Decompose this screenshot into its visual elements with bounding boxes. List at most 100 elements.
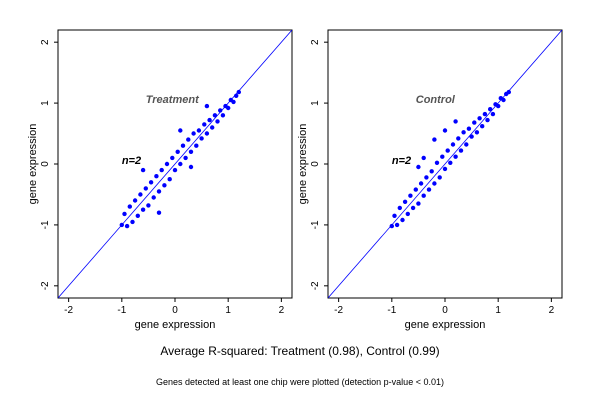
data-point (212, 113, 218, 118)
identity-line (328, 30, 562, 298)
data-point (140, 167, 146, 173)
data-point (440, 154, 445, 159)
sample-size-annotation: n=2 (392, 155, 411, 167)
data-point (204, 103, 210, 109)
data-point (472, 120, 477, 125)
x-tick-label: 1 (225, 305, 231, 316)
panel-title-annotation: Control (416, 94, 456, 106)
data-point (416, 201, 421, 206)
panel-title-annotation: Treatment (146, 94, 200, 106)
data-point (474, 130, 480, 135)
data-point (432, 181, 437, 186)
data-point (432, 137, 437, 142)
data-point (453, 119, 458, 124)
data-point (130, 219, 135, 225)
point-cloud (119, 89, 241, 229)
x-tick-label: 1 (495, 305, 501, 316)
data-point (148, 180, 154, 185)
x-tick-label: 2 (279, 305, 285, 316)
data-point (191, 131, 196, 136)
data-point (140, 207, 146, 212)
data-point (496, 103, 501, 109)
data-point (138, 192, 143, 197)
data-point (159, 167, 164, 173)
data-point (408, 193, 413, 198)
data-point (482, 111, 488, 117)
identity-line (58, 30, 292, 298)
data-point (127, 204, 132, 209)
y-tick-label: -1 (40, 220, 51, 229)
data-point (164, 161, 170, 167)
data-point (413, 187, 418, 192)
data-point (490, 111, 496, 117)
x-tick-label: -1 (117, 305, 126, 316)
data-point (236, 89, 241, 95)
x-axis-label: gene expression (405, 319, 486, 331)
y-tick-label: -2 (310, 281, 321, 290)
data-point (445, 148, 450, 153)
data-point (196, 128, 202, 133)
data-point (220, 113, 226, 118)
y-tick-label: -1 (310, 220, 321, 229)
data-point (400, 217, 405, 223)
data-point (429, 169, 434, 174)
data-point (448, 160, 453, 165)
data-point (405, 211, 410, 217)
scatter-panel-treatment: -2 -1 0 1 2 -2 -1 0 1 2 gene expression gene expres… (27, 29, 293, 331)
data-point (172, 167, 178, 173)
data-point (485, 117, 490, 123)
data-point (132, 198, 138, 203)
data-point (186, 137, 191, 142)
data-point (402, 199, 408, 204)
data-point (480, 124, 485, 129)
data-point (416, 164, 421, 170)
data-point (389, 223, 394, 229)
x-tick-label: 2 (549, 305, 555, 316)
data-point (124, 223, 130, 229)
data-point (178, 161, 183, 167)
data-point (146, 203, 151, 208)
data-point (394, 222, 400, 228)
data-point (188, 149, 194, 154)
data-point (167, 177, 172, 182)
data-point (424, 175, 429, 180)
data-point (453, 154, 458, 159)
data-point (442, 128, 448, 133)
data-point (426, 187, 432, 192)
data-point (469, 134, 474, 139)
data-point (194, 143, 199, 148)
data-point (202, 122, 207, 127)
y-axis-label: gene expression (27, 124, 39, 205)
y-tick-label: 2 (310, 39, 321, 45)
sample-size-annotation: n=2 (122, 155, 141, 167)
detection-footnote: Genes detected at least one chip were pl… (156, 377, 444, 387)
y-tick-label: 1 (40, 100, 51, 106)
data-point (170, 155, 175, 161)
data-point (180, 143, 186, 148)
y-tick-label: 0 (40, 161, 51, 167)
average-r-squared-caption: Average R-squared: Treatment (0.98), Con… (160, 344, 440, 358)
data-point (188, 164, 194, 170)
data-point (437, 175, 442, 180)
data-point (204, 131, 210, 136)
data-point (410, 205, 416, 211)
y-tick-label: 0 (310, 161, 321, 167)
data-point (215, 119, 220, 124)
data-point (501, 97, 506, 103)
x-axis-label: gene expression (135, 319, 216, 331)
data-point (226, 105, 231, 111)
data-point (199, 136, 204, 141)
data-point (458, 148, 464, 153)
scatter-panel-control: -2 -1 0 1 2 -2 -1 0 1 2 gene expression gene expres… (297, 29, 563, 331)
data-point (156, 189, 162, 194)
data-point (450, 142, 456, 147)
data-point (477, 116, 482, 121)
data-point (392, 213, 397, 218)
data-point (488, 107, 493, 112)
data-point (143, 186, 148, 191)
data-point (464, 142, 469, 147)
data-point (421, 193, 426, 198)
x-tick-label: -2 (64, 305, 73, 316)
data-point (162, 183, 167, 188)
y-tick-label: 1 (310, 100, 321, 106)
